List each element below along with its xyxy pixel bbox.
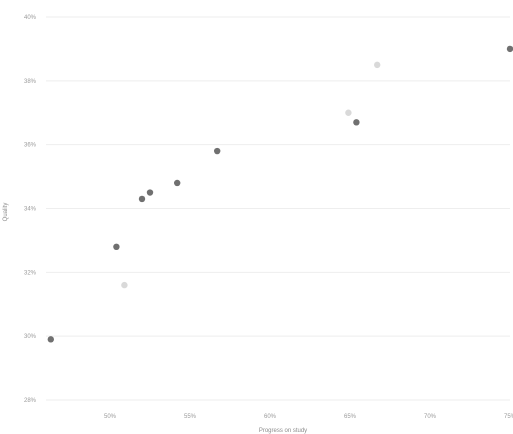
- x-tick-label: 75%: [504, 414, 513, 420]
- data-point: [113, 243, 120, 250]
- x-tick-label: 60%: [264, 414, 277, 420]
- y-tick-label: 30%: [24, 334, 37, 340]
- data-points: [47, 45, 513, 343]
- y-tick-label: 32%: [24, 270, 37, 276]
- x-tick-label: 55%: [184, 414, 197, 420]
- data-point: [146, 189, 154, 196]
- data-point: [138, 195, 146, 203]
- x-tick-label: 50%: [104, 414, 117, 420]
- y-axis-ticks: 28% 30% 32% 34% 36% 38% 40%: [24, 15, 37, 404]
- x-tick-label: 65%: [344, 414, 357, 420]
- data-point: [47, 336, 54, 343]
- data-point: [214, 147, 221, 155]
- grid-lines: [46, 16, 510, 401]
- x-axis-ticks: 50% 55% 60% 65% 70% 75%: [104, 414, 513, 420]
- data-point: [174, 179, 181, 187]
- y-tick-label: 40%: [24, 15, 37, 21]
- x-tick-label: 70%: [424, 414, 437, 420]
- data-point: [121, 281, 128, 289]
- y-tick-label: 36%: [24, 143, 37, 149]
- y-tick-label: 38%: [24, 79, 37, 85]
- data-point: [353, 119, 360, 126]
- y-tick-label: 28%: [24, 398, 37, 404]
- x-axis-label: Progress on study: [259, 428, 307, 434]
- data-point: [345, 109, 352, 116]
- data-point: [506, 45, 513, 53]
- data-point: [374, 61, 381, 69]
- y-axis-label: Quality: [3, 203, 9, 222]
- y-tick-label: 34%: [24, 207, 37, 213]
